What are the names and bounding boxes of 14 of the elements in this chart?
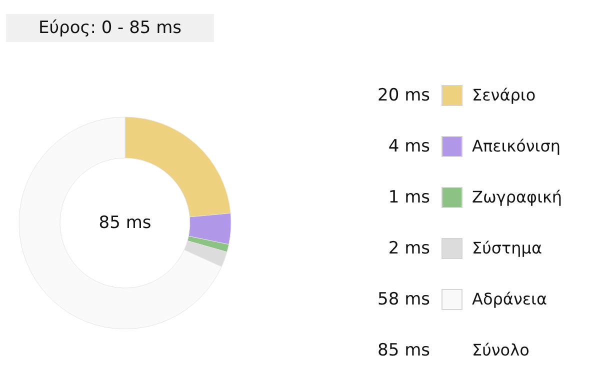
legend-label: Σύστημα <box>472 238 542 258</box>
data-label: 2 ms <box>388 238 430 258</box>
legend-label: Ζωγραφική <box>472 188 562 206</box>
text: 85 ms <box>98 213 152 233</box>
data-label: 4 ms <box>388 136 430 156</box>
data-label: 58 ms <box>378 290 430 310</box>
chart-title: Εύρος: 0 - 85 ms <box>6 14 214 42</box>
legend-label: Σενάριο <box>472 86 536 104</box>
text: Σύνολο <box>472 340 530 360</box>
legend-label: Αδράνεια <box>472 290 547 308</box>
text: 85 ms <box>378 340 430 360</box>
data-label: 20 ms <box>378 86 430 106</box>
data-label: 1 ms <box>388 188 430 208</box>
legend-label: Απεικόνιση <box>472 136 560 156</box>
